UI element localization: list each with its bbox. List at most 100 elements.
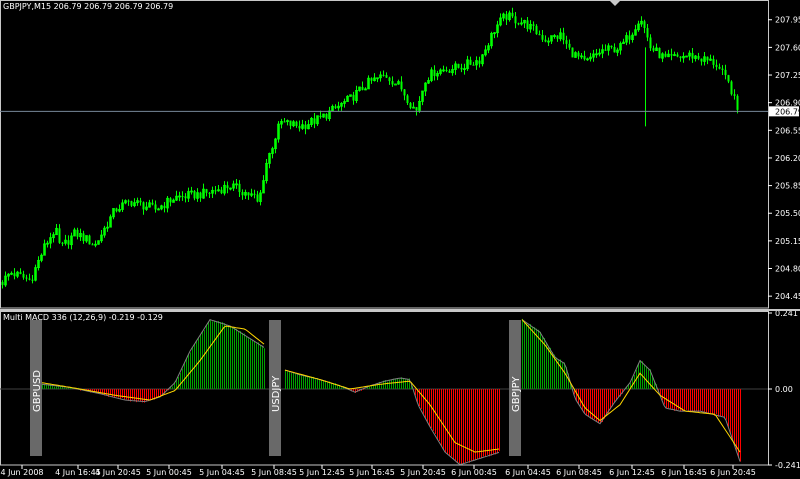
candle [508,10,511,22]
candle [76,227,79,240]
candle-body-bear [382,74,385,76]
candle [214,186,217,195]
candle [148,199,151,208]
macd-line [521,319,741,462]
candle [652,45,655,53]
candle-body-bull [694,55,697,59]
candle-body-bear [541,34,544,40]
candle [475,56,478,70]
candle-body-bear [352,94,355,101]
candle-body-bull [682,55,685,59]
candle [298,120,301,132]
candle-body-bull [424,82,427,92]
candle-body-bull [43,243,46,256]
candle-body-bear [205,189,208,193]
candle [121,199,124,212]
candle [520,17,523,26]
candle-body-bull [559,32,562,40]
candle [13,268,16,280]
candle [682,52,685,63]
candle [88,234,91,245]
pane-separator[interactable] [0,309,800,311]
candle-body-bear [91,244,94,246]
candle-body-bear [319,115,322,118]
candle [295,120,298,128]
candle [703,52,706,66]
candle [16,270,19,279]
candle-body-bear [727,75,730,82]
candle-body-bull [16,271,19,277]
candle [667,49,670,58]
candle-body-bear [409,103,412,108]
candle-body-bull [502,13,505,19]
candle-body-bull [364,88,367,91]
price-tick-label: 205.85 [775,182,800,191]
candle-body-bull [64,239,67,244]
macd-pane-frame [0,311,769,466]
indicator-values: -0.219 -0.129 [108,313,163,322]
pair-label-bar [509,320,521,456]
candle [511,7,514,19]
candle [7,273,10,281]
candle [409,101,412,110]
candle [49,232,52,249]
candle-body-bear [325,114,328,119]
candle-body-bear [19,272,22,275]
candle [736,94,739,114]
candle [97,240,100,245]
macd-tick-label: 0.00 [775,385,793,394]
candle [70,232,73,250]
candle-body-bear [571,47,574,58]
candle [262,175,265,194]
candle [313,112,316,129]
candle-body-bear [154,204,157,210]
candle [154,200,157,213]
candle [628,30,631,45]
price-tick-label: 204.80 [775,265,800,274]
candle [220,186,223,195]
candle-body-bull [463,68,466,70]
candle-body-bull [631,34,634,40]
price-tick-label: 207.60 [775,43,800,52]
candle-body-bull [673,54,676,56]
candle-body-bear [583,55,586,60]
candle [418,96,421,113]
macd-series-usdjpy: USDJPY [269,320,500,465]
candle-body-bull [73,229,76,237]
candle-body-bear [577,52,580,57]
indicator-title: Multi MACD 336 (12,26,9) -0.219 -0.129 [3,313,163,322]
candle [175,190,178,201]
candle [685,55,688,58]
candle-body-bull [52,234,55,239]
candle [226,181,229,194]
candle [91,242,94,246]
candle-body-bull [10,272,13,275]
candle [541,29,544,43]
signal-line [41,325,265,401]
candle [244,189,247,199]
candle [238,180,241,198]
candle-body-bull [106,226,109,229]
candle [145,201,148,211]
candle [178,191,181,202]
candle [400,76,403,92]
candle [694,54,697,62]
candle-body-bull [547,40,550,43]
candle-body-bull [340,102,343,107]
candle [451,64,454,76]
candle-body-bull [421,90,424,102]
candle-body-bull [274,138,277,150]
candle [367,75,370,90]
main-chart-title: GBPJPY,M15 206.79 206.79 206.79 206.79 [3,2,173,11]
candle-body-bull [625,35,628,43]
candle-body-bear [511,12,514,17]
candle-body-bull [454,63,457,70]
candle [553,34,556,39]
candle-body-bull [229,187,232,190]
candle-body-bear [58,228,61,243]
candle [493,31,496,39]
candle [106,221,109,232]
candle [562,27,565,45]
candle-body-bull [277,123,280,140]
candle [124,199,127,205]
